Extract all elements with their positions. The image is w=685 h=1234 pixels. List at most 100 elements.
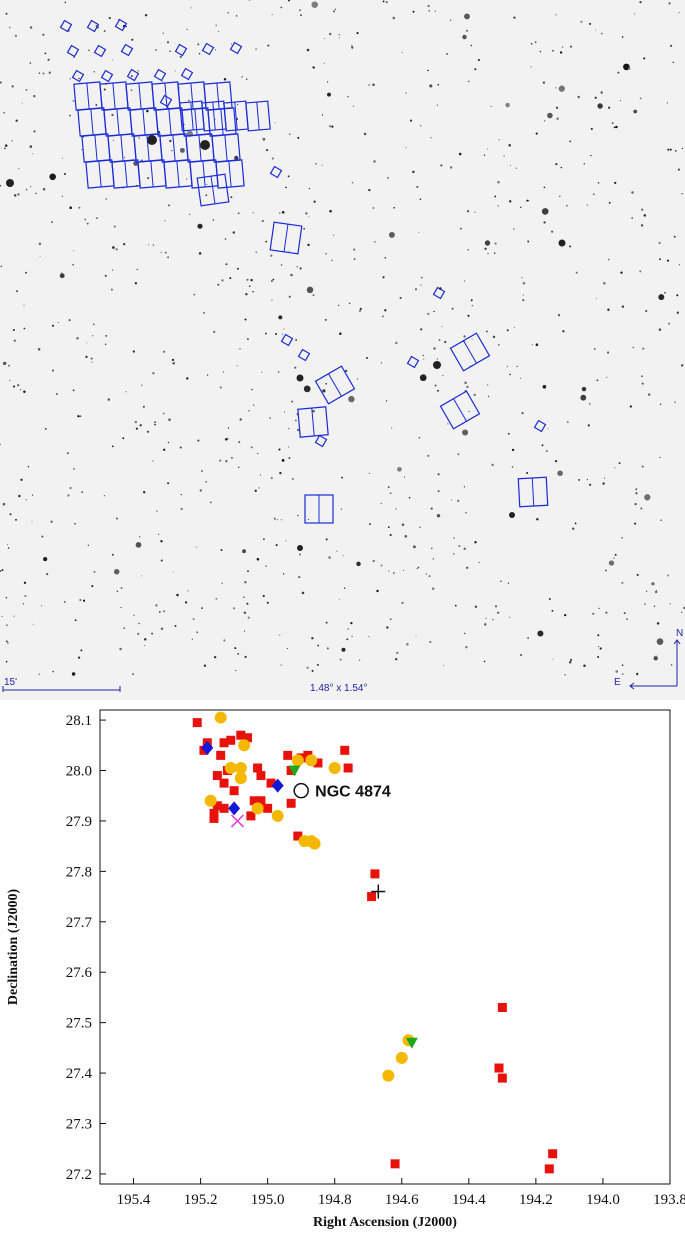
star [643, 57, 646, 60]
star [4, 144, 8, 147]
data-point-square [219, 778, 229, 788]
star [236, 267, 239, 270]
star [72, 250, 74, 252]
sky-background [0, 0, 685, 700]
star [331, 259, 333, 262]
star [351, 45, 353, 47]
star [258, 487, 260, 489]
star [593, 348, 596, 350]
star [536, 518, 539, 521]
star [621, 673, 624, 675]
star [250, 446, 253, 449]
star [300, 14, 302, 17]
star [674, 150, 677, 152]
star [24, 595, 27, 598]
star [393, 572, 395, 574]
star [306, 666, 309, 669]
star [104, 274, 107, 277]
star [560, 166, 563, 169]
star [453, 537, 455, 539]
star [179, 55, 182, 59]
star [261, 371, 263, 373]
observation-frame [245, 100, 271, 132]
star [463, 335, 466, 338]
observation-frame [297, 406, 329, 438]
star [636, 673, 638, 676]
star [463, 547, 466, 550]
star [621, 36, 624, 38]
star [137, 632, 140, 636]
star [265, 565, 267, 567]
x-tick-label: 195.2 [184, 1192, 218, 1208]
data-point-square [283, 750, 293, 760]
star [620, 271, 623, 274]
star [192, 618, 195, 621]
star [84, 218, 87, 221]
star [425, 573, 427, 575]
star [590, 154, 592, 157]
star [21, 102, 23, 104]
star [285, 186, 287, 189]
star [669, 44, 673, 48]
star [669, 603, 671, 605]
star [311, 1, 318, 8]
data-point-square [497, 1003, 507, 1013]
star [297, 514, 299, 517]
star [0, 265, 3, 268]
y-tick-label: 28.0 [66, 764, 92, 780]
star [244, 655, 247, 659]
star [531, 344, 533, 346]
data-point-square [370, 869, 380, 879]
scale-bar-label: 15' [4, 677, 17, 688]
star [90, 357, 93, 360]
star [635, 488, 638, 491]
star [465, 645, 468, 649]
star [288, 457, 291, 459]
star [88, 49, 90, 51]
star [648, 393, 651, 396]
star [611, 122, 614, 125]
star [125, 391, 127, 393]
star [237, 104, 239, 106]
star [572, 527, 575, 530]
star [270, 280, 273, 283]
star [356, 378, 359, 380]
star [597, 656, 600, 658]
star [395, 658, 398, 661]
star [20, 389, 22, 391]
star [583, 163, 585, 165]
star [641, 382, 644, 385]
star [535, 132, 538, 135]
star [62, 157, 64, 159]
star [250, 278, 253, 282]
star [35, 192, 37, 195]
star [639, 97, 642, 100]
star [634, 522, 637, 525]
data-point-circle [234, 772, 247, 785]
star [25, 88, 28, 91]
star [247, 570, 249, 573]
star [432, 558, 434, 560]
star [483, 154, 486, 156]
data-point-circle [251, 802, 264, 815]
star [608, 201, 611, 204]
star [294, 366, 297, 369]
star [23, 581, 27, 584]
star [111, 113, 114, 117]
star [0, 184, 2, 187]
star [521, 276, 523, 279]
star [614, 181, 617, 185]
star [203, 664, 207, 667]
star [14, 34, 18, 37]
star [12, 385, 16, 388]
data-point-circle [214, 711, 227, 724]
star [196, 546, 198, 548]
star [112, 139, 114, 142]
star [245, 78, 248, 80]
star [388, 231, 395, 238]
star [621, 581, 624, 584]
star [437, 389, 439, 392]
star [541, 444, 544, 447]
star [380, 362, 383, 364]
star [305, 212, 308, 215]
